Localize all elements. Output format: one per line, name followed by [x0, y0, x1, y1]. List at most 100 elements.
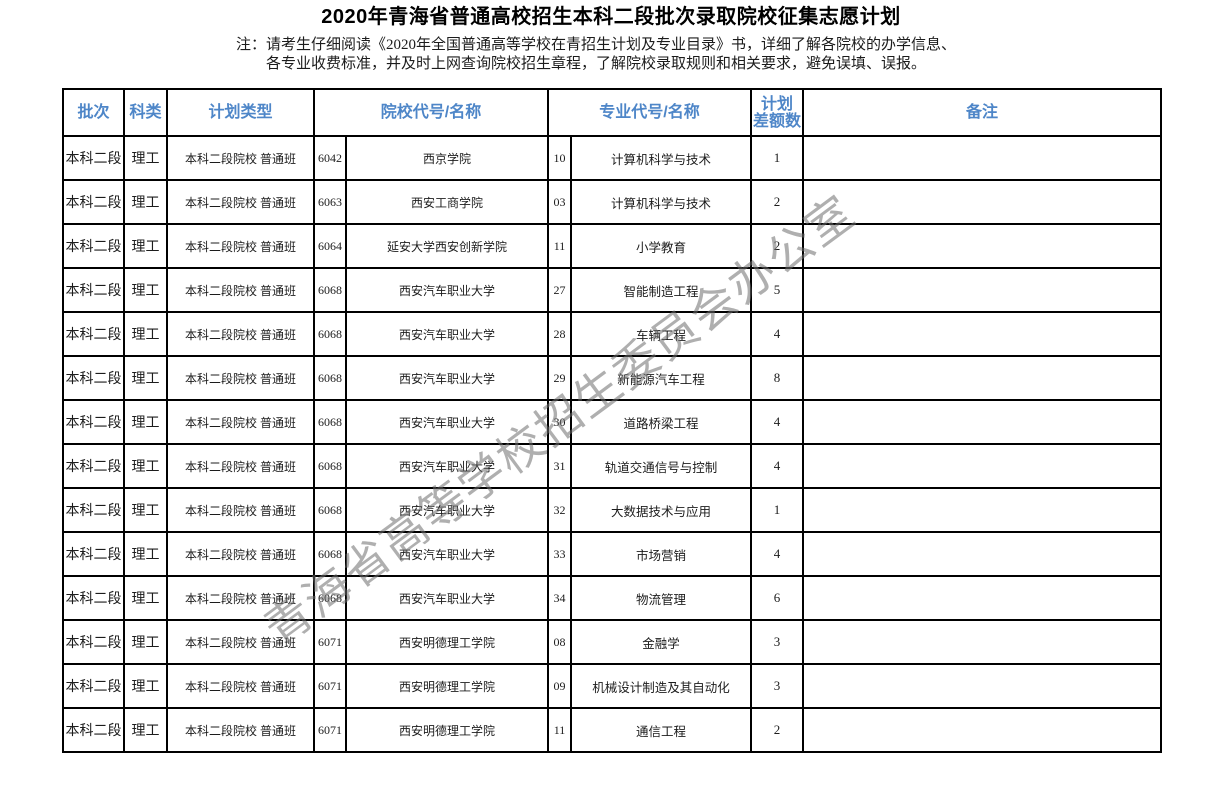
cell-major-code: 34 [547, 575, 573, 621]
cell-major-name: 计算机科学与技术 [570, 179, 753, 225]
cell-major-code: 33 [547, 531, 573, 577]
cell-remark [802, 179, 1163, 225]
cell-category: 理工 [123, 355, 168, 401]
col-header-category: 科类 [123, 88, 168, 137]
cell-major-code: 30 [547, 399, 573, 445]
col-header-batch: 批次 [62, 88, 125, 137]
cell-plan-type: 本科二段院校 普通班 [166, 355, 315, 401]
cell-plan-gap: 1 [750, 487, 805, 533]
col-header-remarks: 备注 [802, 88, 1163, 137]
cell-plan-type: 本科二段院校 普通班 [166, 311, 315, 357]
cell-remark [802, 355, 1163, 401]
cell-major-code: 08 [547, 619, 573, 665]
table-row: 本科二段 理工 本科二段院校 普通班 6068 西安汽车职业大学 32 大数据技… [62, 487, 1163, 533]
note-block: 注：请考生仔细阅读《2020年全国普通高等学校在青招生计划及专业目录》书，详细了… [236, 36, 996, 74]
cell-major-name: 新能源汽车工程 [570, 355, 753, 401]
cell-major-code: 11 [547, 223, 573, 269]
cell-remark [802, 399, 1163, 445]
table-row: 本科二段 理工 本科二段院校 普通班 6071 西安明德理工学院 09 机械设计… [62, 663, 1163, 709]
cell-major-code: 27 [547, 267, 573, 313]
cell-plan-gap: 4 [750, 311, 805, 357]
cell-plan-type: 本科二段院校 普通班 [166, 223, 315, 269]
cell-batch: 本科二段 [62, 531, 125, 577]
cell-batch: 本科二段 [62, 707, 125, 753]
cell-college-name: 西京学院 [344, 135, 550, 181]
admission-plan-table: 批次 科类 计划类型 院校代号/名称 专业代号/名称 计划 差额数 备注 本科二段… [62, 88, 1163, 753]
cell-college-name: 西安汽车职业大学 [344, 267, 550, 313]
cell-college-code: 6042 [313, 135, 347, 181]
cell-major-name: 智能制造工程 [570, 267, 753, 313]
col-header-college: 院校代号/名称 [312, 88, 550, 137]
cell-major-code: 11 [547, 707, 573, 753]
cell-batch: 本科二段 [62, 355, 125, 401]
cell-college-code: 6068 [313, 487, 347, 533]
cell-college-code: 6071 [313, 707, 347, 753]
col-header-plan-gap: 计划 差额数 [750, 88, 805, 137]
table-row: 本科二段 理工 本科二段院校 普通班 6063 西安工商学院 03 计算机科学与… [62, 179, 1163, 225]
cell-college-code: 6068 [313, 355, 347, 401]
cell-category: 理工 [123, 619, 168, 665]
col-header-plan-type: 计划类型 [166, 88, 315, 137]
cell-major-name: 计算机科学与技术 [570, 135, 753, 181]
cell-major-code: 29 [547, 355, 573, 401]
cell-remark [802, 531, 1163, 577]
cell-college-name: 西安工商学院 [344, 179, 550, 225]
cell-college-name: 西安汽车职业大学 [344, 531, 550, 577]
cell-plan-gap: 8 [750, 355, 805, 401]
table-row: 本科二段 理工 本科二段院校 普通班 6042 西京学院 10 计算机科学与技术… [62, 135, 1163, 181]
cell-major-name: 市场营销 [570, 531, 753, 577]
cell-college-code: 6068 [313, 399, 347, 445]
cell-batch: 本科二段 [62, 135, 125, 181]
cell-college-code: 6068 [313, 311, 347, 357]
cell-college-code: 6068 [313, 267, 347, 313]
cell-remark [802, 223, 1163, 269]
cell-batch: 本科二段 [62, 487, 125, 533]
cell-batch: 本科二段 [62, 443, 125, 489]
cell-plan-gap: 4 [750, 399, 805, 445]
cell-major-name: 物流管理 [570, 575, 753, 621]
cell-plan-type: 本科二段院校 普通班 [166, 135, 315, 181]
cell-remark [802, 707, 1163, 753]
cell-category: 理工 [123, 575, 168, 621]
cell-remark [802, 267, 1163, 313]
cell-major-name: 大数据技术与应用 [570, 487, 753, 533]
table-row: 本科二段 理工 本科二段院校 普通班 6071 西安明德理工学院 08 金融学 … [62, 619, 1163, 665]
cell-college-name: 西安汽车职业大学 [344, 575, 550, 621]
cell-college-name: 西安明德理工学院 [344, 663, 550, 709]
cell-category: 理工 [123, 663, 168, 709]
cell-category: 理工 [123, 487, 168, 533]
table-row: 本科二段 理工 本科二段院校 普通班 6071 西安明德理工学院 11 通信工程… [62, 707, 1163, 753]
cell-college-code: 6068 [313, 531, 347, 577]
cell-plan-gap: 2 [750, 707, 805, 753]
cell-plan-type: 本科二段院校 普通班 [166, 663, 315, 709]
cell-remark [802, 487, 1163, 533]
cell-plan-gap: 2 [750, 223, 805, 269]
col-header-major: 专业代号/名称 [547, 88, 753, 137]
cell-plan-type: 本科二段院校 普通班 [166, 531, 315, 577]
cell-plan-gap: 2 [750, 179, 805, 225]
table-row: 本科二段 理工 本科二段院校 普通班 6068 西安汽车职业大学 29 新能源汽… [62, 355, 1163, 401]
cell-college-code: 6071 [313, 663, 347, 709]
cell-category: 理工 [123, 223, 168, 269]
plan-gap-label-line1: 计划 [761, 95, 794, 113]
table-row: 本科二段 理工 本科二段院校 普通班 6064 延安大学西安创新学院 11 小学… [62, 223, 1163, 269]
cell-major-code: 32 [547, 487, 573, 533]
cell-major-name: 轨道交通信号与控制 [570, 443, 753, 489]
table-row: 本科二段 理工 本科二段院校 普通班 6068 西安汽车职业大学 31 轨道交通… [62, 443, 1163, 489]
cell-plan-type: 本科二段院校 普通班 [166, 443, 315, 489]
cell-plan-gap: 3 [750, 663, 805, 709]
cell-college-name: 西安明德理工学院 [344, 707, 550, 753]
cell-category: 理工 [123, 179, 168, 225]
cell-category: 理工 [123, 311, 168, 357]
cell-batch: 本科二段 [62, 267, 125, 313]
cell-college-code: 6063 [313, 179, 347, 225]
cell-major-code: 10 [547, 135, 573, 181]
cell-plan-gap: 5 [750, 267, 805, 313]
cell-category: 理工 [123, 267, 168, 313]
page-title: 2020年青海省普通高校招生本科二段批次录取院校征集志愿计划 [321, 6, 901, 28]
cell-plan-type: 本科二段院校 普通班 [166, 267, 315, 313]
cell-major-name: 金融学 [570, 619, 753, 665]
cell-major-code: 28 [547, 311, 573, 357]
cell-remark [802, 311, 1163, 357]
